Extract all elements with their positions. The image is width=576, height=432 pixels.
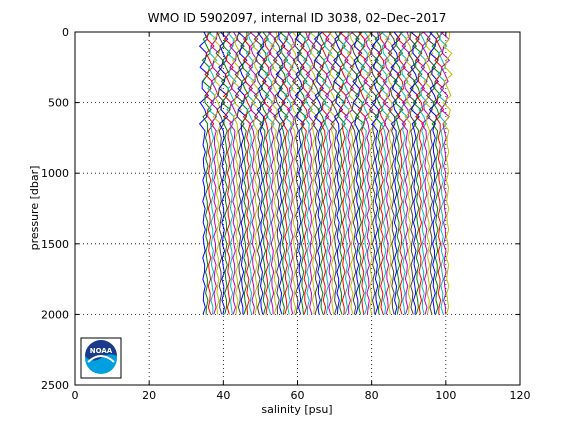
x-tick-label: 80 — [365, 389, 379, 402]
y-tick-label: 0 — [62, 26, 69, 39]
profile-line — [363, 31, 374, 315]
profile-line — [412, 31, 423, 315]
profile-line — [374, 31, 385, 315]
profile-line — [428, 31, 439, 315]
profile-line — [352, 31, 363, 315]
profile-line — [404, 31, 415, 315]
y-tick-label: 1000 — [41, 167, 69, 180]
x-tick-label: 100 — [435, 389, 456, 402]
chart-title: WMO ID 5902097, internal ID 3038, 02–Dec… — [148, 11, 447, 25]
profile-line — [387, 31, 399, 315]
profile-line — [406, 31, 418, 315]
profile-line — [313, 31, 324, 315]
profile-line — [264, 31, 275, 315]
x-tick-label: 120 — [510, 389, 531, 402]
profile-line — [436, 31, 448, 315]
profile-line — [423, 31, 434, 315]
x-tick-label: 40 — [216, 389, 230, 402]
profile-line — [302, 31, 314, 315]
profile-line — [256, 31, 267, 315]
profile-line — [382, 31, 393, 315]
y-tick-label: 500 — [48, 97, 69, 110]
profile-line — [251, 31, 262, 315]
profile-line — [234, 31, 245, 315]
noaa-logo-text: NOAA — [90, 347, 113, 355]
profile-line — [354, 31, 366, 315]
profile-line — [415, 31, 426, 315]
profile-line — [270, 31, 281, 315]
profile-line — [226, 31, 237, 315]
profile-line — [204, 31, 215, 315]
profile-line — [209, 31, 221, 315]
y-axis-label: pressure [dbar] — [28, 166, 41, 251]
profile-line — [245, 31, 256, 315]
axis-ticks: 0 20 40 60 80 100 120 0 500 1000 1500 2000 2500 — [41, 26, 531, 402]
profile-line — [395, 31, 407, 315]
profile-line — [393, 31, 404, 315]
x-tick-label: 20 — [142, 389, 156, 402]
profile-line — [384, 31, 396, 315]
profile-line — [376, 31, 388, 315]
profile-line — [333, 31, 344, 315]
x-axis-label: salinity [psu] — [261, 403, 332, 416]
x-tick-label: 0 — [72, 389, 79, 402]
profile-line — [341, 31, 352, 315]
profile-line — [212, 31, 223, 315]
profile-line — [434, 31, 445, 315]
profile-line — [220, 31, 232, 315]
profile-line — [324, 31, 336, 315]
profile-line — [201, 31, 212, 315]
profile-line — [346, 31, 357, 315]
profile-line — [442, 31, 453, 315]
profile-line — [281, 31, 292, 315]
profile-line — [291, 31, 303, 315]
profile-line — [417, 31, 428, 315]
profile-line — [242, 31, 254, 315]
profile-line — [286, 31, 297, 315]
profile-line — [371, 31, 382, 315]
x-tick-label: 60 — [291, 389, 305, 402]
profile-line — [311, 31, 322, 315]
profile-line — [231, 31, 243, 315]
profile-line — [215, 31, 226, 315]
profile-line — [275, 31, 286, 315]
profile-line — [305, 31, 316, 315]
profile-line — [283, 31, 294, 315]
profile-line — [223, 31, 234, 315]
profile-lines — [198, 31, 453, 315]
profile-line — [240, 31, 251, 315]
y-tick-label: 2000 — [41, 308, 69, 321]
profile-line — [316, 31, 327, 315]
profile-line — [253, 31, 264, 315]
profile-line — [366, 31, 377, 315]
noaa-logo: NOAA — [80, 337, 122, 379]
profile-line — [272, 31, 284, 315]
y-tick-label: 1500 — [41, 238, 69, 251]
profile-line — [294, 31, 305, 315]
profile-line — [343, 31, 355, 315]
y-tick-label: 2500 — [41, 379, 69, 392]
profile-line — [322, 31, 333, 315]
profile-line — [261, 31, 273, 315]
profile-line — [357, 31, 368, 315]
profile-line — [327, 31, 338, 315]
profile-line — [335, 31, 347, 315]
profile-line — [426, 31, 437, 315]
